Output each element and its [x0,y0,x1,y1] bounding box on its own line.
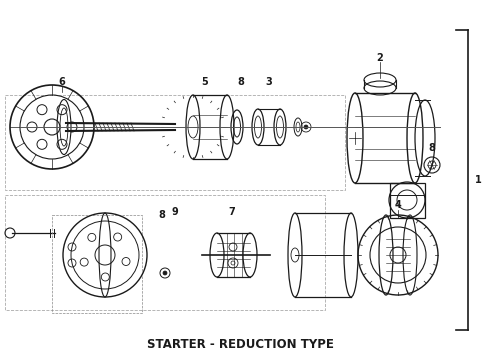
Text: 8: 8 [159,210,166,220]
Text: 8: 8 [429,143,436,153]
Bar [5,95,345,190]
Text: STARTER - REDUCTION TYPE: STARTER - REDUCTION TYPE [147,338,333,351]
Bar [390,183,425,218]
Text: 3: 3 [266,77,272,87]
Text: 4: 4 [394,200,401,210]
Circle shape [304,125,308,129]
Text: 5: 5 [201,77,208,87]
Circle shape [163,271,167,275]
Text: 9: 9 [172,207,178,217]
Text: 8: 8 [238,77,245,87]
Text: 6: 6 [59,77,65,87]
Bar [5,195,325,310]
Text: 1: 1 [475,175,481,185]
Text: 2: 2 [377,53,383,63]
Bar [52,215,142,313]
Text: 7: 7 [229,207,235,217]
